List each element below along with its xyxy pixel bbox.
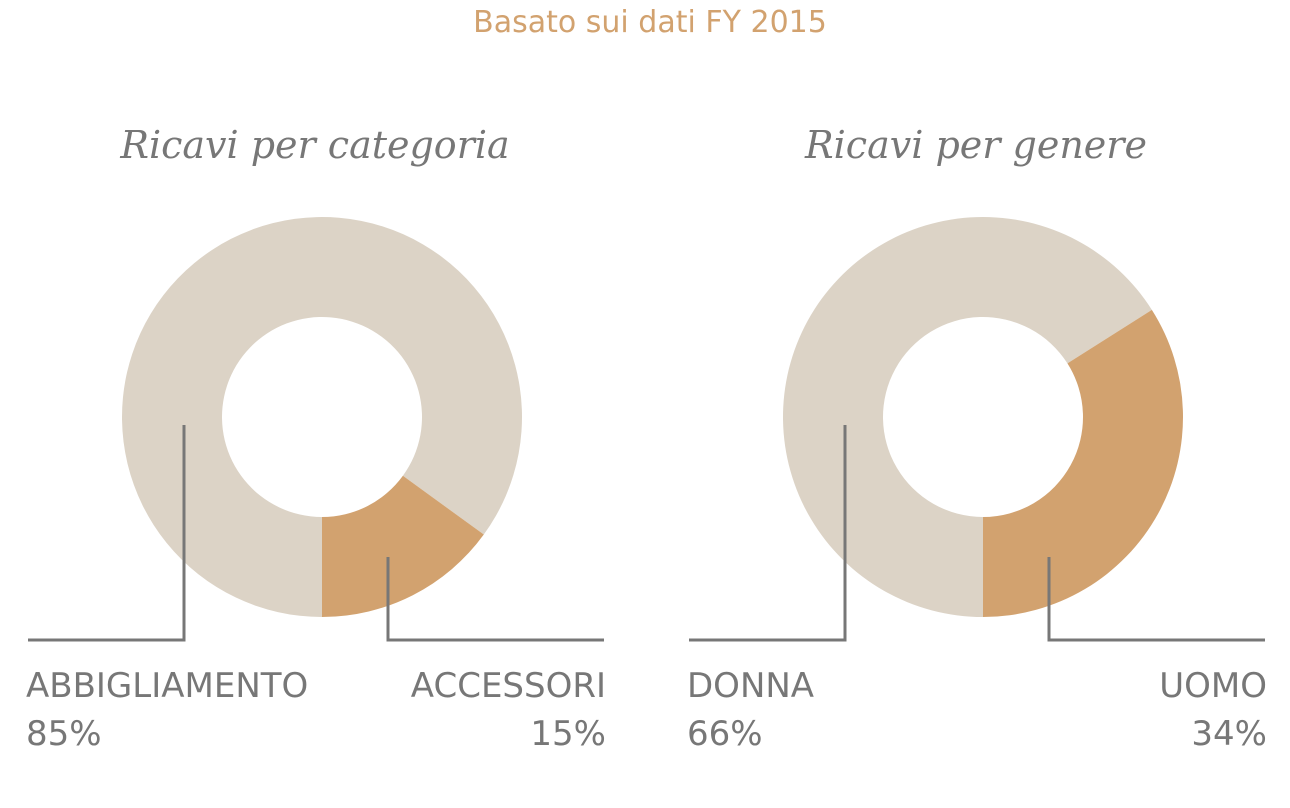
subtitle: Basato sui dati FY 2015	[473, 5, 827, 40]
donut-slice	[983, 309, 1183, 617]
category-label: ACCESSORI	[411, 666, 606, 706]
value-label: 15%	[530, 714, 606, 754]
value-label: 66%	[687, 714, 763, 754]
chart-title: Ricavi per genere	[804, 123, 1147, 167]
value-label: 85%	[26, 714, 102, 754]
leader-line	[689, 425, 847, 642]
leader-line	[1047, 557, 1265, 642]
category-label: ABBIGLIAMENTO	[26, 666, 308, 706]
value-label: 34%	[1191, 714, 1267, 754]
category-label: UOMO	[1159, 666, 1267, 706]
leader-line	[28, 425, 186, 642]
chart-title: Ricavi per categoria	[119, 123, 509, 167]
category-label: DONNA	[687, 666, 814, 706]
donut-slice	[322, 475, 484, 617]
donut-slice	[122, 217, 523, 617]
donut-slice	[783, 217, 1152, 617]
leader-line	[386, 557, 604, 642]
